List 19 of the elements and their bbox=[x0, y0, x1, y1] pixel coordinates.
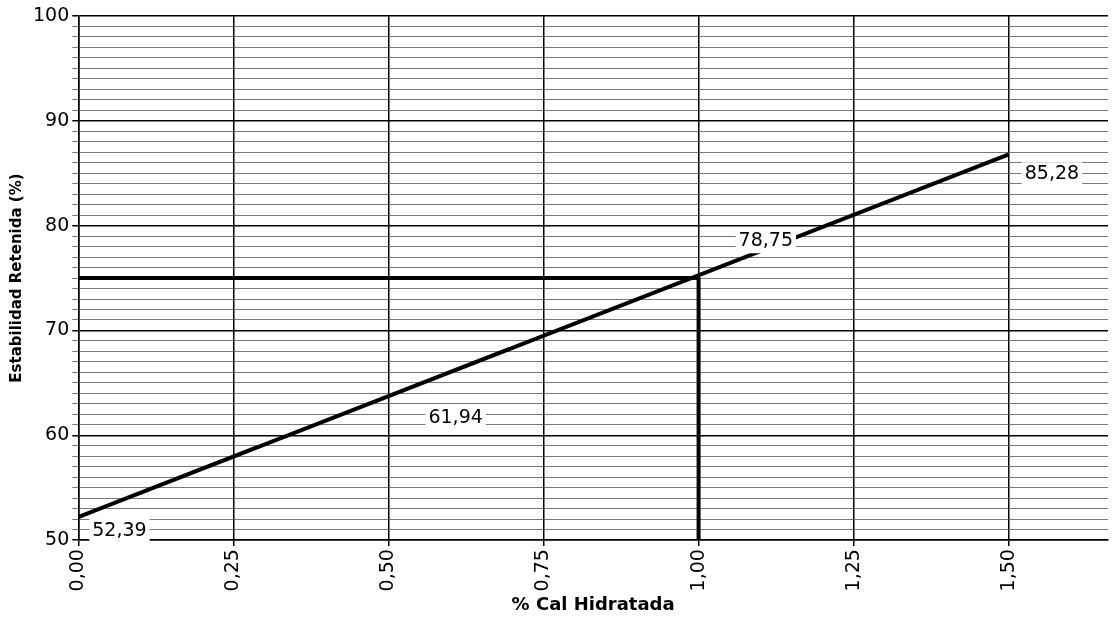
x-tick-label: 0,50 bbox=[375, 549, 398, 592]
y-tick-label: 50 bbox=[45, 527, 70, 550]
y-tick-label: 60 bbox=[45, 422, 70, 445]
x-tick-label: 0,00 bbox=[65, 549, 88, 592]
y-tick-label: 90 bbox=[45, 107, 70, 130]
y-tick-label: 70 bbox=[45, 317, 70, 340]
x-tick-label: 1,00 bbox=[685, 549, 708, 592]
x-tick-label: 1,25 bbox=[840, 549, 863, 592]
annotation: 61,94 bbox=[428, 405, 483, 428]
y-tick-label: 80 bbox=[45, 212, 70, 235]
x-tick-label: 1,50 bbox=[995, 549, 1018, 592]
x-tick-label: 0,25 bbox=[220, 549, 243, 592]
annotation: 85,28 bbox=[1024, 161, 1080, 184]
annotation: 78,75 bbox=[738, 228, 793, 251]
x-axis-title: % Cal Hidratada bbox=[511, 592, 675, 614]
y-tick-label: 100 bbox=[33, 2, 70, 25]
x-tick-label: 0,75 bbox=[530, 549, 553, 592]
annotation: 52,39 bbox=[92, 517, 147, 540]
y-axis-title: Estabilidad Retenida (%) bbox=[6, 173, 25, 383]
